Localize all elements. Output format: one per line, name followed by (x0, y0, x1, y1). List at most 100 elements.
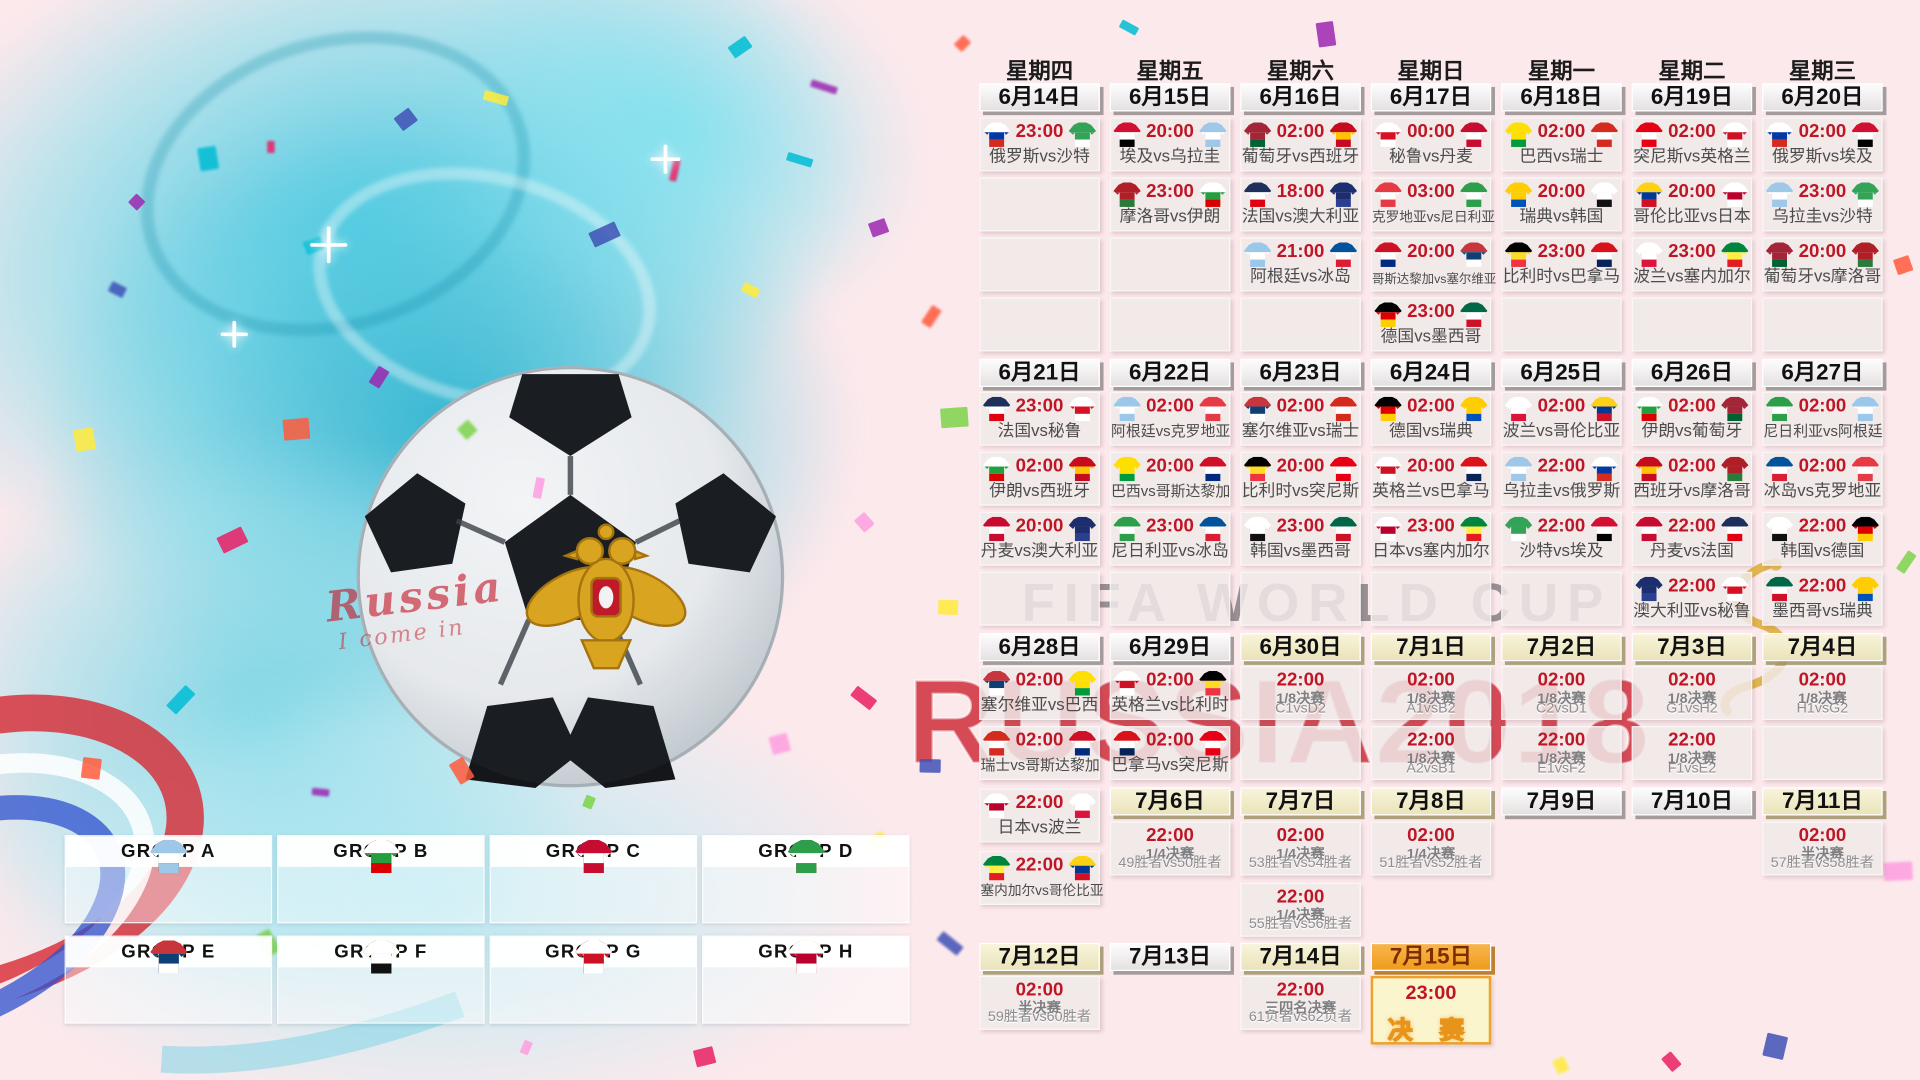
team-jersey-icon (1766, 182, 1793, 206)
match-teams: 法国vs秘鲁 (997, 421, 1082, 440)
group-jerseys (278, 867, 483, 877)
team-jersey-icon (1113, 457, 1140, 481)
knockout-match-cell: 02:00 1/8决赛 A1vsB2 (1370, 666, 1492, 721)
round-label: 1/4决赛 (1276, 908, 1325, 924)
match-cell: 22:00 韩国vs德国 (1762, 511, 1883, 566)
team-jersey-icon (1852, 182, 1879, 206)
jersey-shape (575, 840, 612, 873)
match-time: 20:00 (1015, 515, 1064, 537)
matchup-label: H1vsG2 (1796, 701, 1849, 717)
match-time: 18:00 (1276, 181, 1325, 203)
group-jerseys (278, 967, 483, 977)
date-cell: 6月21日 (979, 358, 1100, 387)
team-jersey-icon (1721, 577, 1748, 601)
date-cell: 6月17日 (1370, 83, 1492, 112)
jersey-shape (362, 840, 399, 873)
team-jersey-icon (1113, 122, 1140, 146)
match-time: 22:00 (1798, 515, 1847, 537)
jersey-shape (1069, 122, 1096, 146)
team-jersey-icon (1199, 517, 1226, 541)
match-time: 22:00 (1537, 455, 1586, 477)
match-time: 22:00 (1015, 854, 1064, 876)
team-jersey-icon (787, 840, 824, 873)
match-teams: 澳大利亚vs秘鲁 (1633, 601, 1751, 620)
match-teams: 墨西哥vs瑞典 (1772, 601, 1873, 620)
jersey-shape (1199, 731, 1226, 755)
jersey-shape (1330, 457, 1357, 481)
match-teams: 克罗地亚vs尼日利亚 (1371, 210, 1495, 226)
group-box: GROUP D (702, 835, 910, 924)
jersey-shape (1721, 577, 1748, 601)
match-time: 02:00 (1798, 395, 1847, 417)
empty-cell (1109, 237, 1231, 292)
jersey-shape (1505, 242, 1532, 266)
jersey-shape (1199, 182, 1226, 206)
round-label: 1/8决赛 (1667, 691, 1717, 707)
match-teams: 尼日利亚vs冰岛 (1111, 541, 1229, 560)
jersey-shape (1591, 517, 1618, 541)
team-jersey-icon (1505, 242, 1532, 266)
date-cell: 6月24日 (1370, 358, 1492, 387)
team-jersey-icon (1069, 793, 1096, 817)
round-label: 1/4决赛 (1145, 847, 1195, 863)
matchup-label: E1vsF2 (1537, 761, 1586, 777)
jersey-shape (1244, 122, 1271, 146)
empty-cell (1631, 297, 1753, 352)
date-cell: 7月9日 (1501, 787, 1622, 816)
date-cell: 7月4日 (1762, 633, 1883, 662)
match-cell: 22:00 墨西哥vs瑞典 (1762, 571, 1883, 626)
date-cell: 6月25日 (1501, 358, 1622, 387)
team-jersey-icon (1113, 731, 1140, 755)
team-jersey-icon (1635, 122, 1662, 146)
jersey-shape (983, 671, 1010, 695)
team-jersey-icon (1244, 242, 1271, 266)
team-jersey-icon (1852, 517, 1879, 541)
match-teams: 塞尔维亚vs巴西 (980, 695, 1099, 714)
match-time: 02:00 (1015, 729, 1064, 751)
jersey-shape (983, 457, 1010, 481)
team-jersey-icon (1591, 242, 1618, 266)
match-time: 02:00 (1407, 395, 1455, 417)
match-teams: 哥斯达黎加vs塞尔维亚 (1371, 273, 1497, 287)
group-box: GROUP G (489, 935, 698, 1024)
jersey-shape (1113, 457, 1140, 481)
team-jersey-icon (1505, 182, 1532, 206)
match-teams: 巴拿马vs突尼斯 (1111, 755, 1229, 774)
date-cell: 6月18日 (1501, 83, 1622, 112)
match-teams: 波兰vs塞内加尔 (1633, 266, 1751, 286)
jersey-shape (1374, 517, 1401, 541)
match-time: 02:00 (1276, 825, 1325, 847)
jersey-shape (1330, 182, 1357, 206)
jersey-shape (1852, 577, 1879, 601)
date-cell: 6月20日 (1762, 83, 1883, 112)
jersey-shape (1113, 671, 1140, 695)
team-jersey-icon (1852, 397, 1879, 421)
match-teams: 德国vs墨西哥 (1380, 326, 1482, 346)
team-jersey-icon (1766, 242, 1793, 266)
knockout-match-cell: 02:00 半决赛 57胜者vs58胜者 (1762, 821, 1883, 876)
team-jersey-icon (1374, 302, 1401, 326)
jersey-shape (1069, 671, 1096, 695)
jersey-shape (983, 856, 1010, 880)
match-teams: 英格兰vs巴拿马 (1372, 481, 1490, 500)
jersey-shape (1721, 122, 1748, 146)
group-jerseys (703, 867, 908, 877)
match-time: 22:00 (1276, 669, 1325, 691)
jersey-shape (1113, 731, 1140, 755)
match-time: 02:00 (1407, 669, 1455, 691)
team-jersey-icon (1374, 182, 1401, 206)
team-jersey-icon (1505, 122, 1532, 146)
jersey-shape (1374, 122, 1401, 146)
team-jersey-icon (1635, 242, 1662, 266)
match-teams: 波兰vs哥伦比亚 (1502, 421, 1621, 440)
match-teams: 哥伦比亚vs日本 (1633, 206, 1751, 226)
group-box: GROUP H (702, 935, 910, 1024)
jersey-shape (1069, 793, 1096, 817)
team-jersey-icon (1330, 517, 1357, 541)
jersey-shape (1505, 517, 1532, 541)
match-teams: 丹麦vs法国 (1649, 541, 1734, 560)
round-label: 半决赛 (1800, 847, 1844, 863)
jersey-shape (1460, 302, 1487, 326)
round-label: 1/8决赛 (1276, 691, 1325, 707)
match-cell: 23:00 法国vs秘鲁 (979, 391, 1100, 446)
